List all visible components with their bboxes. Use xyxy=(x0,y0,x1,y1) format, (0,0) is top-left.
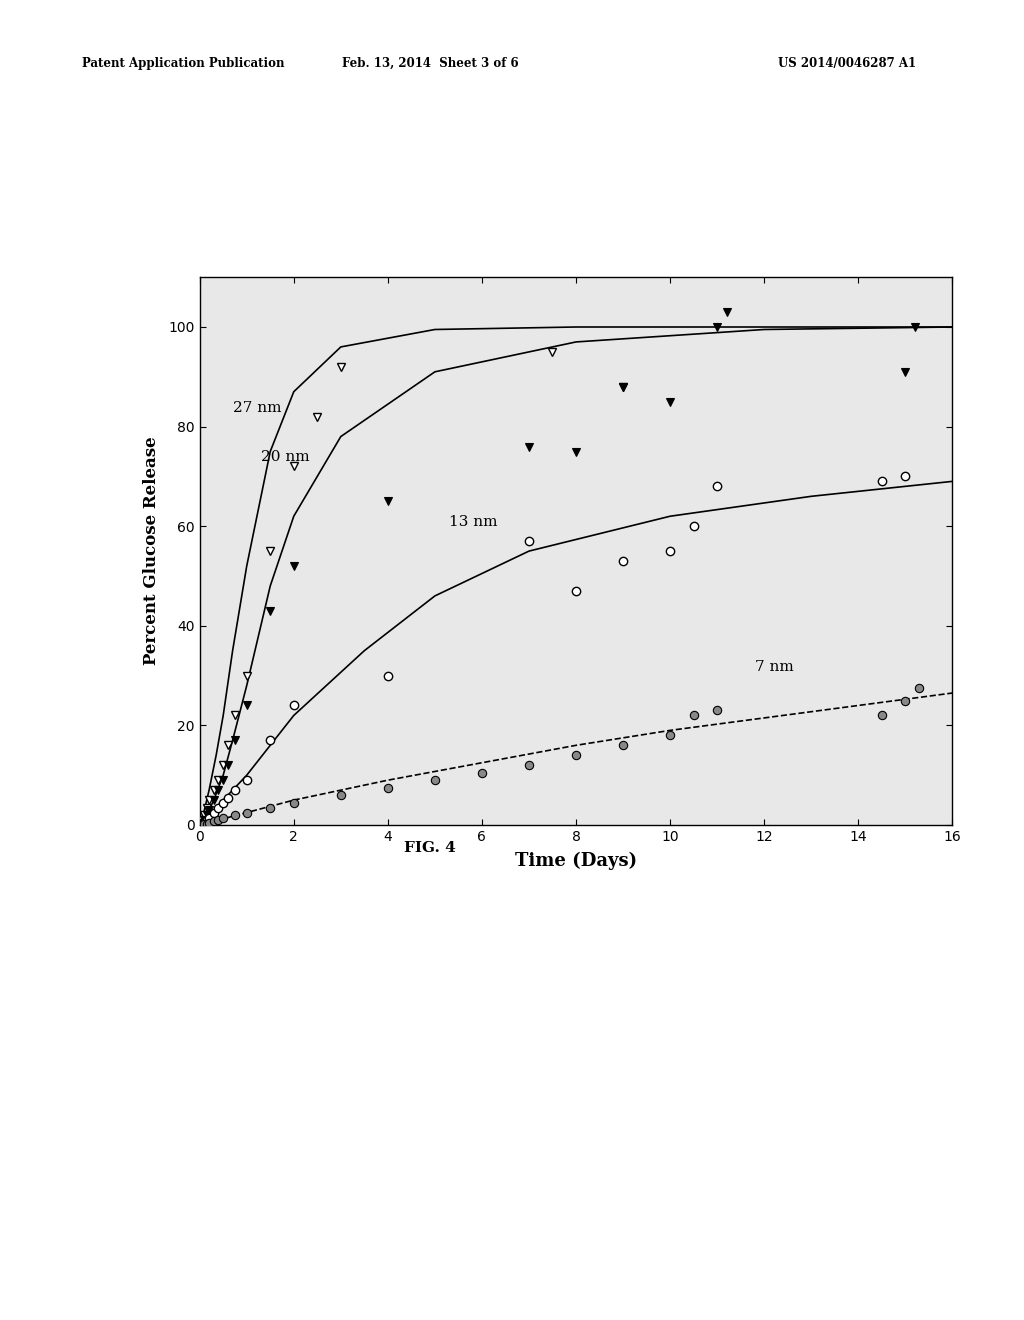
Text: US 2014/0046287 A1: US 2014/0046287 A1 xyxy=(778,57,916,70)
Text: 27 nm: 27 nm xyxy=(232,401,282,414)
Text: Feb. 13, 2014  Sheet 3 of 6: Feb. 13, 2014 Sheet 3 of 6 xyxy=(342,57,518,70)
Text: Patent Application Publication: Patent Application Publication xyxy=(82,57,285,70)
X-axis label: Time (Days): Time (Days) xyxy=(515,853,637,870)
Text: 20 nm: 20 nm xyxy=(261,450,309,465)
Text: FIG. 4: FIG. 4 xyxy=(404,841,456,855)
Y-axis label: Percent Glucose Release: Percent Glucose Release xyxy=(143,437,160,665)
Text: 7 nm: 7 nm xyxy=(755,660,794,673)
Text: 13 nm: 13 nm xyxy=(449,515,498,529)
